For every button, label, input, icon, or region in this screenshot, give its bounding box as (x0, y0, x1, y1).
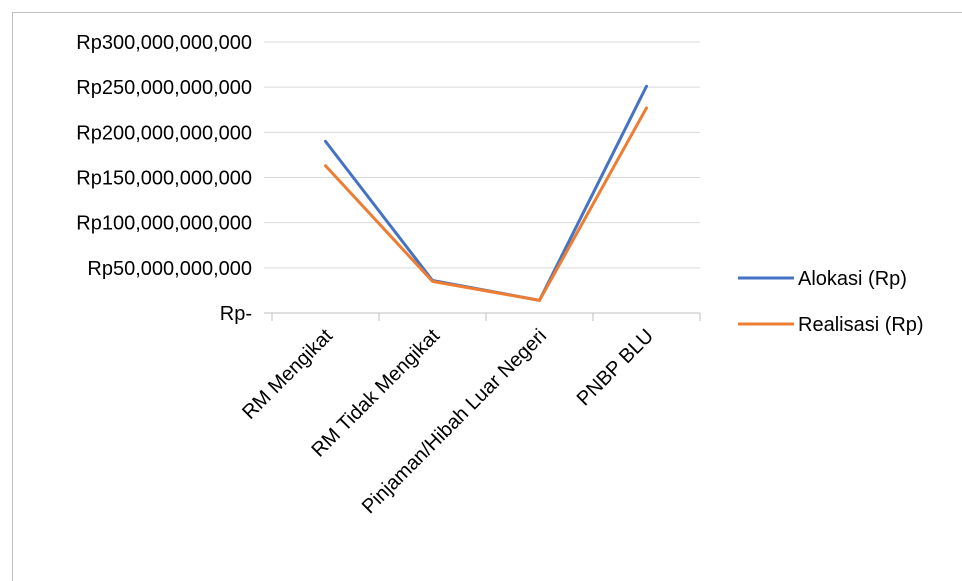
y-tick-label: Rp150,000,000,000 (76, 168, 252, 190)
x-category-label: PNBP BLU (573, 325, 658, 410)
series-line-realisasi (324, 106, 648, 302)
legend: Alokasi (Rp) Realisasi (Rp) (738, 268, 924, 336)
gridlines (264, 41, 700, 314)
y-tick-label: Rp250,000,000,000 (76, 77, 252, 99)
x-category-label: Pinjaman/Hibah Luar Negeri (358, 325, 551, 518)
y-tick-label: Rp300,000,000,000 (76, 32, 252, 54)
y-axis-labels: Rp- Rp50,000,000,000 Rp100,000,000,000 Rp15… (76, 32, 252, 325)
y-tick-label: Rp- (220, 303, 252, 325)
y-tick-label: Rp100,000,000,000 (76, 213, 252, 235)
legend-label: Realisasi (Rp) (798, 314, 924, 336)
chart-area (12, 12, 962, 581)
y-tick-label: Rp200,000,000,000 (76, 122, 252, 144)
x-category-label: RM Mengikat (238, 325, 337, 424)
y-tick-label: Rp50,000,000,000 (87, 258, 252, 280)
legend-label: Alokasi (Rp) (798, 268, 907, 290)
x-axis (271, 313, 701, 321)
series-lines (324, 84, 648, 302)
